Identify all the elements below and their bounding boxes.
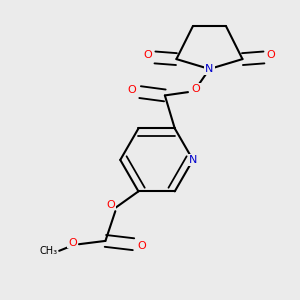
Text: N: N — [189, 155, 197, 165]
Text: O: O — [128, 85, 136, 95]
Text: O: O — [267, 50, 276, 60]
Text: N: N — [205, 64, 214, 74]
Text: O: O — [106, 200, 115, 210]
Text: CH₃: CH₃ — [39, 246, 58, 256]
Text: O: O — [137, 241, 146, 251]
Text: O: O — [192, 84, 201, 94]
Text: O: O — [68, 238, 77, 248]
Text: O: O — [143, 50, 152, 60]
